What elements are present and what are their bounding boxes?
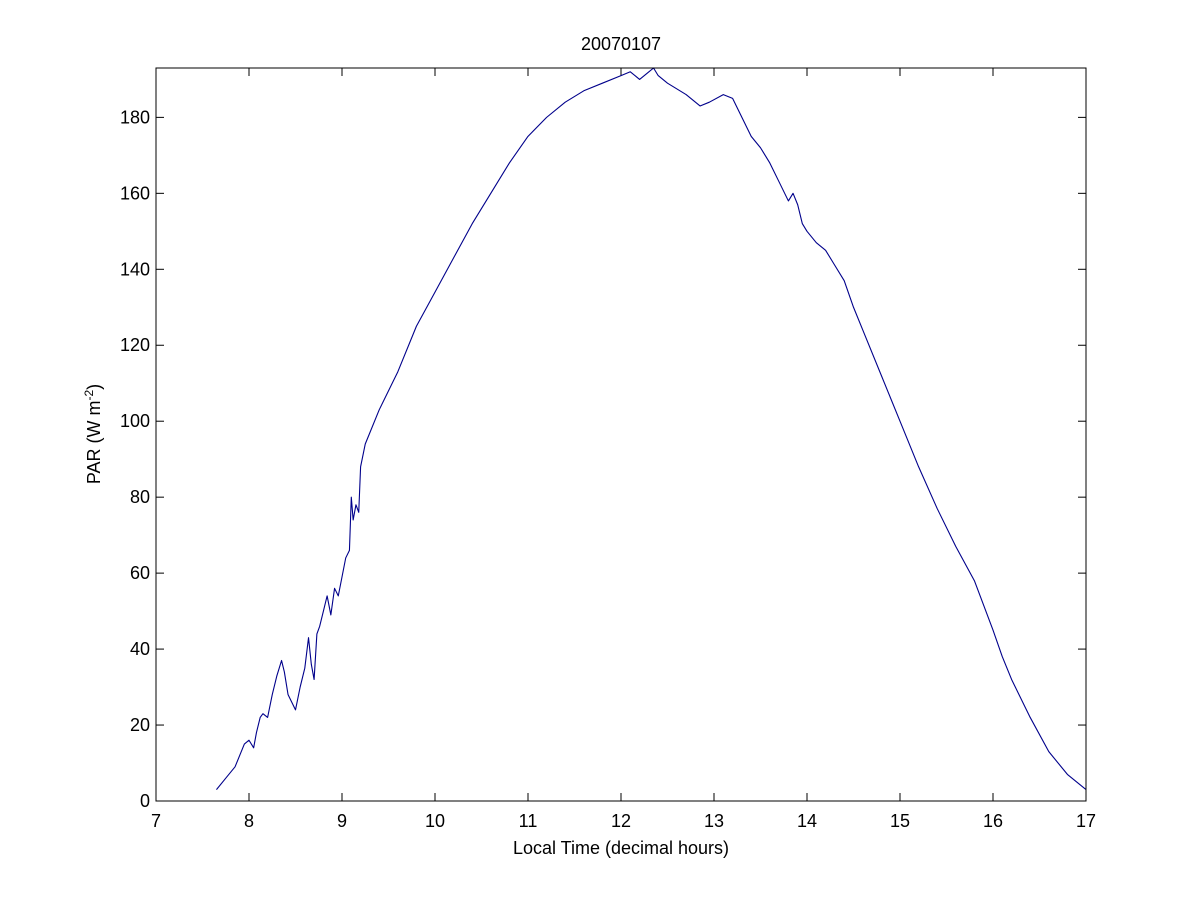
x-tick-label: 10 xyxy=(425,811,445,831)
y-axis-label-main: PAR (W m xyxy=(84,401,104,485)
x-axis-label: Local Time (decimal hours) xyxy=(513,838,729,858)
x-tick-label: 9 xyxy=(337,811,347,831)
x-tick-label: 12 xyxy=(611,811,631,831)
y-tick-label: 100 xyxy=(120,411,150,431)
series-line xyxy=(216,67,1087,791)
x-tick-label: 8 xyxy=(244,811,254,831)
y-axis-label: PAR (W m-2) xyxy=(82,384,104,484)
y-tick-label: 20 xyxy=(130,715,150,735)
y-tick-label: 180 xyxy=(120,107,150,127)
y-tick-labels: 0 20 40 60 80 100 120 140 160 180 xyxy=(120,107,150,811)
plot-area xyxy=(156,68,1086,801)
x-tick-label: 13 xyxy=(704,811,724,831)
y-tick-label: 0 xyxy=(140,791,150,811)
y-tick-label: 60 xyxy=(130,563,150,583)
chart-title: 20070107 xyxy=(581,34,661,54)
y-tick-label: 80 xyxy=(130,487,150,507)
series-layer xyxy=(216,67,1087,791)
x-tick-label: 15 xyxy=(890,811,910,831)
y-tick-label: 160 xyxy=(120,183,150,203)
y-tick-label: 140 xyxy=(120,259,150,279)
x-tick-label: 17 xyxy=(1076,811,1096,831)
y-axis-label-superscript: -2 xyxy=(82,390,96,401)
x-tick-label: 16 xyxy=(983,811,1003,831)
plot-frame xyxy=(155,67,1087,802)
x-tick-label: 14 xyxy=(797,811,817,831)
y-tick-label: 120 xyxy=(120,335,150,355)
x-tick-label: 11 xyxy=(519,811,538,831)
y-axis-label-suffix: ) xyxy=(84,384,104,390)
x-tick-label: 7 xyxy=(151,811,161,831)
x-tick-labels: 7 8 9 10 11 12 13 14 15 16 17 xyxy=(151,811,1096,831)
y-tick-label: 40 xyxy=(130,639,150,659)
